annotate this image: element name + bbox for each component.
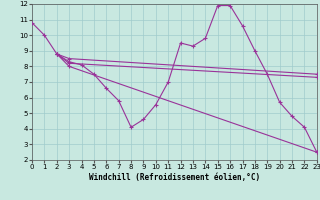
X-axis label: Windchill (Refroidissement éolien,°C): Windchill (Refroidissement éolien,°C) [89, 173, 260, 182]
